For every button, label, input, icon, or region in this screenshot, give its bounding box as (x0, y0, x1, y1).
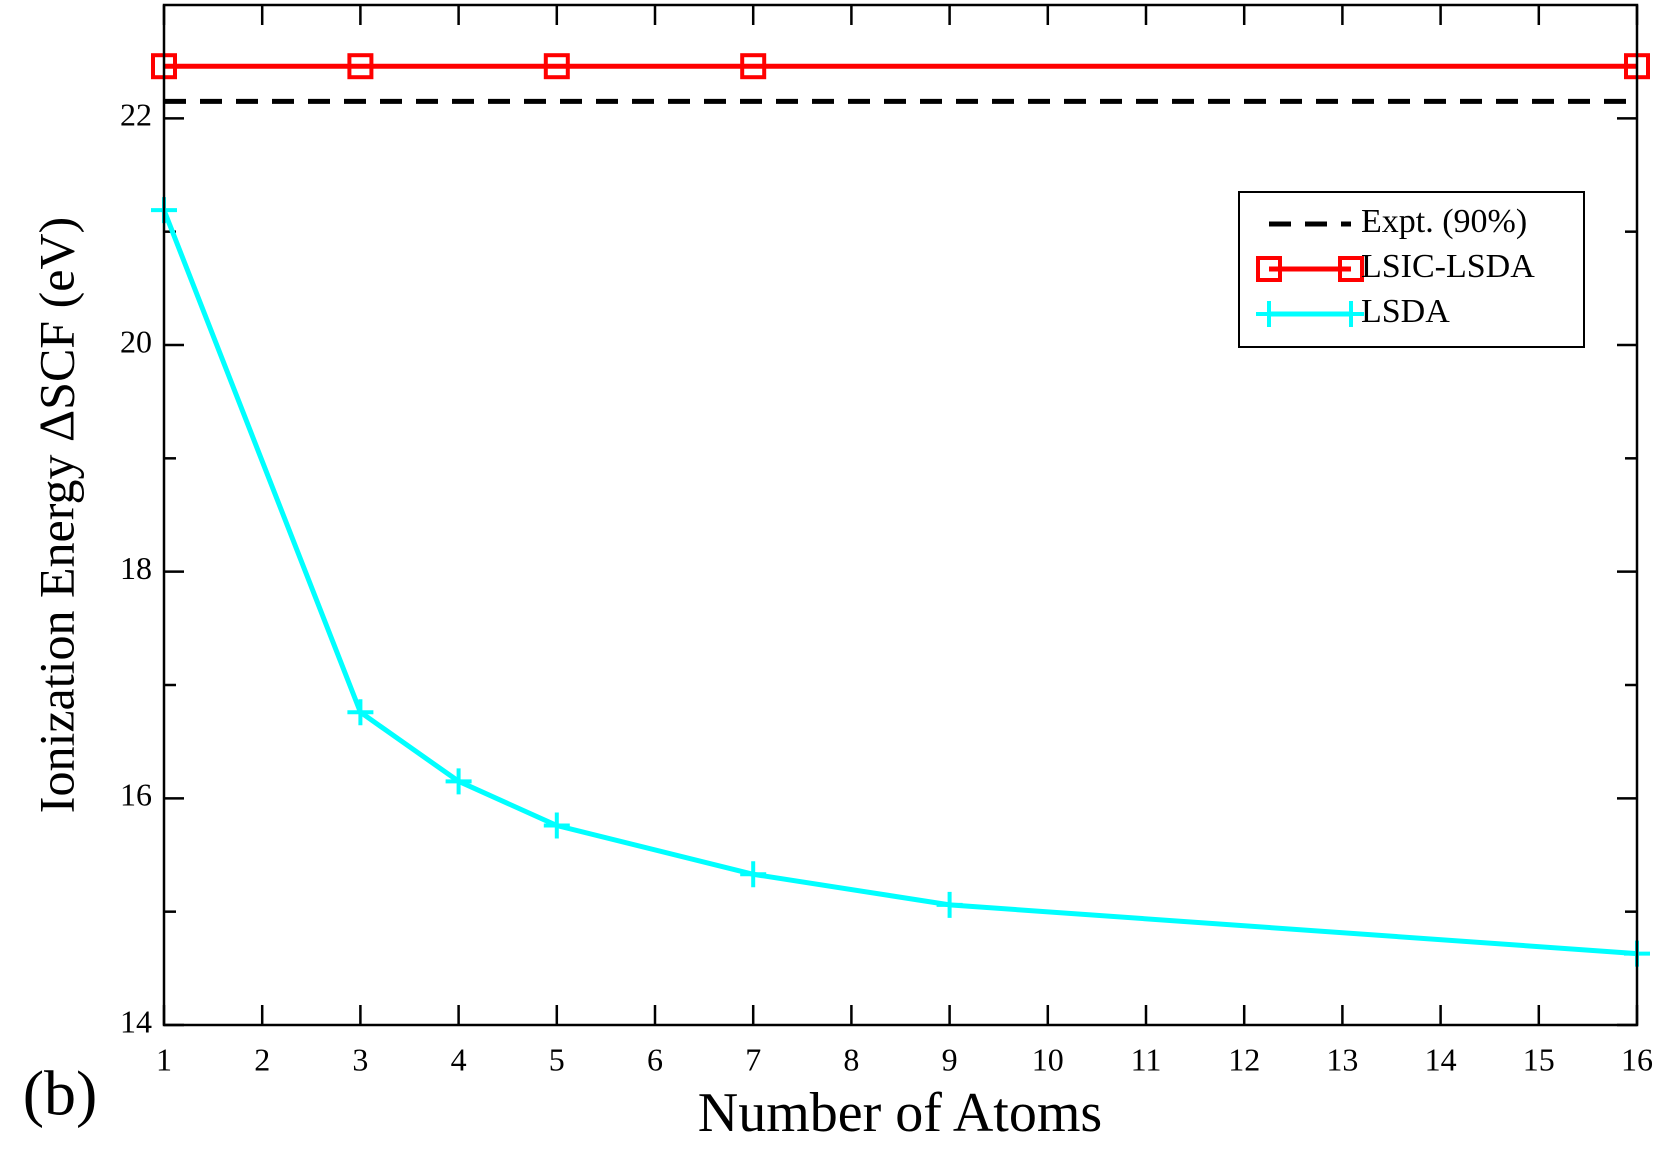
marker (543, 812, 570, 839)
x-tick-label: 10 (1032, 1041, 1064, 1077)
y-tick-label: 16 (120, 777, 152, 813)
x-tick-label: 1 (156, 1041, 172, 1077)
marker (936, 891, 963, 918)
y-tick-label: 18 (120, 550, 152, 586)
x-axis-label: Number of Atoms (698, 1082, 1102, 1144)
x-tick-label: 16 (1621, 1041, 1653, 1077)
x-tick-label: 11 (1131, 1041, 1162, 1077)
marker (740, 53, 767, 80)
plot-frame (162, 3, 1639, 1027)
x-tick-label: 2 (254, 1041, 270, 1077)
legend-marker (1338, 256, 1364, 282)
x-tick-label: 5 (549, 1041, 565, 1077)
marker (543, 53, 570, 80)
x-tick-label: 6 (647, 1041, 663, 1077)
marker (445, 768, 472, 795)
legend-label: LSIC-LSDA (1361, 248, 1535, 285)
marker (347, 53, 374, 80)
legend-marker (1338, 301, 1364, 327)
legend-marker (1256, 301, 1282, 327)
marker (347, 699, 374, 726)
x-tick-label: 9 (942, 1041, 958, 1077)
y-tick-label: 14 (120, 1003, 152, 1039)
panel-label: (b) (23, 1058, 98, 1129)
legend-marker (1256, 256, 1282, 282)
x-tick-label: 15 (1523, 1041, 1555, 1077)
x-tick-label: 4 (451, 1041, 467, 1077)
x-tick-label: 12 (1228, 1041, 1260, 1077)
legend-label: LSDA (1361, 293, 1450, 330)
y-axis-label: Ionization Energy ΔSCF (eV) (28, 217, 84, 813)
marker (740, 861, 767, 888)
legend-label: Expt. (90%) (1361, 203, 1527, 240)
x-tick-label: 3 (352, 1041, 368, 1077)
x-tick-label: 7 (745, 1041, 761, 1077)
y-tick-label: 22 (120, 97, 152, 133)
x-tick-label: 14 (1425, 1041, 1457, 1077)
x-tick-label: 8 (843, 1041, 859, 1077)
x-tick-label: 13 (1326, 1041, 1358, 1077)
y-tick-label: 20 (120, 323, 152, 359)
